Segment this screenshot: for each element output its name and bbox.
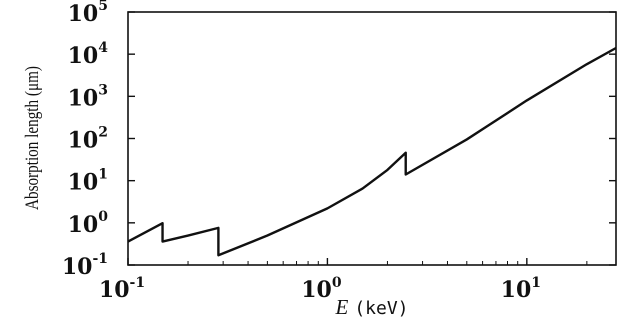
y-tick-exponent: 0	[98, 209, 108, 225]
y-tick-exponent: -1	[92, 251, 108, 267]
x-tick-label: 100	[301, 275, 342, 303]
x-axis-title: E (keV)	[334, 295, 408, 319]
y-tick-label: 104	[68, 40, 109, 69]
y-tick-label: 102	[68, 125, 108, 154]
x-tick-base: 10	[99, 277, 130, 303]
y-tick-label: 100	[68, 209, 109, 238]
y-tick-label: 10-1	[62, 251, 108, 280]
y-tick-exponent: 2	[98, 125, 108, 141]
plot-frame	[127, 11, 617, 266]
x-axis-ticks: 10-1 100 101	[99, 258, 588, 303]
x-tick-exponent: -1	[130, 275, 146, 291]
y-tick-base: 10	[68, 43, 99, 69]
x-tick-base: 10	[301, 277, 332, 303]
x-tick-exponent: 1	[531, 275, 541, 291]
y-tick-base: 10	[62, 254, 93, 280]
x-tick-base: 10	[501, 277, 532, 303]
y-tick-exponent: 3	[98, 82, 108, 98]
y-tick-label: 105	[68, 0, 108, 27]
y-tick-exponent: 1	[98, 167, 108, 183]
x-tick-label: 10-1	[99, 275, 145, 303]
x-tick-label: 101	[501, 275, 541, 303]
series-line	[127, 46, 617, 257]
y-axis-title: Absorption length (μm)	[21, 66, 42, 210]
y-tick-exponent: 5	[98, 0, 108, 14]
x-axis-symbol: E	[334, 295, 348, 319]
y-tick-base: 10	[68, 212, 99, 238]
y-tick-exponent: 4	[98, 40, 108, 56]
y-tick-base: 10	[68, 170, 99, 196]
y-tick-label: 103	[68, 82, 108, 111]
y-tick-label: 101	[68, 167, 108, 196]
y-tick-base: 10	[68, 85, 99, 111]
x-axis-unit: (keV)	[354, 298, 408, 319]
x-tick-exponent: 0	[332, 275, 342, 291]
y-tick-base: 10	[68, 1, 99, 27]
y-tick-base: 10	[68, 128, 99, 154]
